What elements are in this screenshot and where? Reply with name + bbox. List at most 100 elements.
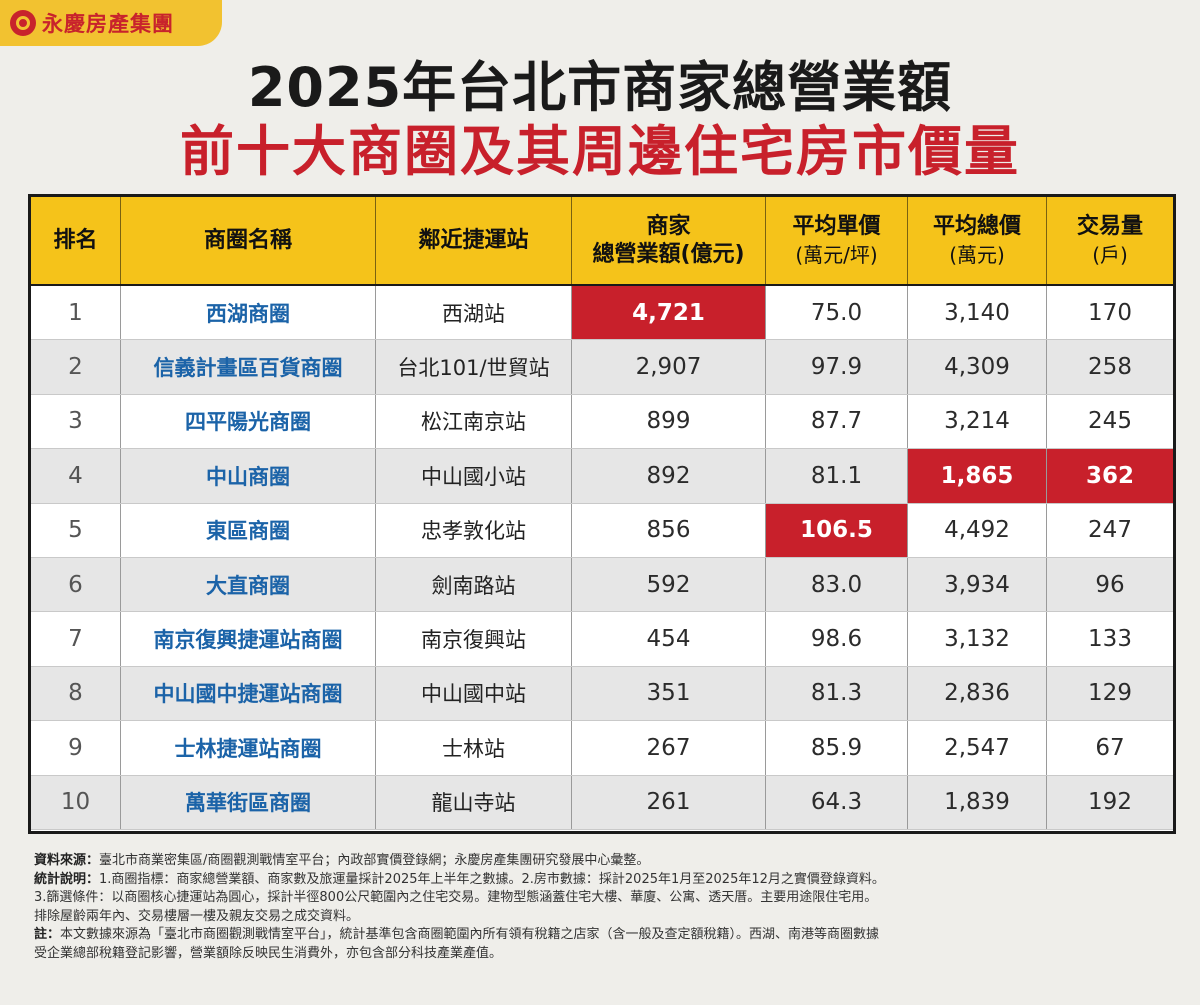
volume-cell: 133: [1088, 626, 1132, 653]
stat-label: 統計說明：: [34, 871, 100, 887]
station-cell: 龍山寺站: [376, 775, 572, 829]
district-name-cell: 士林捷運站商圈: [121, 721, 376, 775]
rank-cell: 7: [31, 612, 121, 666]
revenue-cell: 2,907: [572, 340, 766, 394]
unit-price-cell: 81.3: [766, 666, 908, 721]
revenue-cell: 899: [572, 394, 766, 449]
revenue-cell: 261: [572, 775, 766, 829]
rank-cell: 3: [31, 394, 121, 449]
district-name-cell: 信義計畫區百貨商圈: [121, 340, 376, 394]
district-name-cell: 大直商圈: [121, 558, 376, 612]
revenue-cell: 592: [572, 558, 766, 612]
volume-cell: 245: [1088, 408, 1132, 435]
table-row: 2 信義計畫區百貨商圈 台北101/世貿站 2,907 97.9 4,309 258: [31, 340, 1173, 395]
stat-text: 1.商圈指標：商家總營業額、商家數及旅運量採計2025年上半年之數據。2.房市數…: [99, 871, 885, 887]
table-row: 1 西湖商圈 西湖站 4,721 75.0 3,140 170: [31, 286, 1173, 341]
column-header: 交易量 (戶): [1047, 197, 1173, 284]
volume-cell: 170: [1088, 299, 1132, 326]
unit-price-cell: 83.0: [766, 558, 908, 612]
rank-cell: 4: [31, 449, 121, 503]
table-row: 5 東區商圈 忠孝敦化站 856 106.5 4,492 247: [31, 503, 1173, 558]
column-header-title: 鄰近捷運站: [418, 227, 529, 253]
total-price-cell: 3,132: [908, 612, 1047, 666]
station-cell: 劍南路站: [376, 558, 572, 612]
district-name-cell: 中山國中捷運站商圈: [121, 666, 376, 721]
volume-cell: 362: [1047, 449, 1173, 503]
rank-cell: 6: [31, 558, 121, 612]
volume-cell: 247: [1088, 517, 1132, 544]
table-row: 8 中山國中捷運站商圈 中山國中站 351 81.3 2,836 129: [31, 666, 1173, 722]
volume-cell: 67: [1095, 734, 1125, 761]
column-header: 商圈名稱: [121, 197, 376, 284]
column-header-unit: 總營業額(億元): [592, 241, 745, 267]
table-row: 7 南京復興捷運站商圈 南京復興站 454 98.6 3,132 133: [31, 612, 1173, 667]
unit-price-cell: 64.3: [766, 775, 908, 829]
rank-cell: 10: [31, 775, 121, 829]
logo-icon: [10, 10, 36, 36]
page-title: 2025年台北市商家總營業額: [247, 56, 953, 119]
remark-note-2: 受企業總部稅籍登記影響，營業額除反映民生消費外，亦包含部分科技產業產值。: [34, 945, 503, 961]
unit-price-cell: 85.9: [766, 721, 908, 775]
rank-cell: 2: [31, 340, 121, 394]
volume-cell: 129: [1088, 680, 1132, 707]
unit-price-cell: 87.7: [766, 394, 908, 449]
rank-cell: 8: [31, 666, 121, 721]
footnotes: 資料來源：臺北市商業密集區/商圈觀測戰情室平台；內政部實價登錄網；永慶房產集團研…: [34, 852, 1174, 963]
column-header: 排名: [31, 197, 121, 284]
total-price-cell: 3,214: [908, 394, 1047, 449]
total-price-cell: 4,492: [908, 503, 1047, 557]
revenue-cell: 856: [572, 503, 766, 557]
remark-label: 註：: [34, 927, 61, 942]
page-subtitle: 前十大商圈及其周邊住宅房市價量: [180, 120, 1020, 183]
unit-price-cell: 97.9: [766, 340, 908, 394]
station-cell: 中山國中站: [376, 666, 572, 721]
table-row: 3 四平陽光商圈 松江南京站 899 87.7 3,214 245: [31, 394, 1173, 450]
rank-cell: 9: [31, 721, 121, 775]
column-header-title: 商圈名稱: [203, 227, 292, 253]
district-name-cell: 中山商圈: [121, 449, 376, 503]
column-header: 鄰近捷運站: [376, 197, 572, 284]
station-cell: 台北101/世貿站: [376, 340, 572, 394]
remark-note: 註：本文數據來源為「臺北市商圈觀測戰情室平台」，統計基準包含商圈範圍內所有領有稅…: [34, 926, 1174, 945]
district-name-cell: 萬華街區商圈: [121, 775, 376, 829]
column-header: 商家 總營業額(億元): [572, 197, 766, 284]
station-cell: 西湖站: [376, 286, 572, 340]
column-header-title: 交易量: [1076, 213, 1143, 239]
total-price-cell: 1,865: [908, 449, 1047, 503]
district-name-cell: 西湖商圈: [121, 286, 376, 340]
district-name-cell: 東區商圈: [121, 503, 376, 557]
station-cell: 士林站: [376, 721, 572, 775]
table-row: 9 士林捷運站商圈 士林站 267 85.9 2,547 67: [31, 721, 1173, 776]
total-price-cell: 4,309: [908, 340, 1047, 394]
unit-price-cell: 81.1: [766, 449, 908, 503]
stat-note-3: 排除屋齡兩年內、交易樓層一樓及親友交易之成交資料。: [34, 908, 360, 924]
table-row: 10 萬華街區商圈 龍山寺站 261 64.3 1,839 192: [31, 775, 1173, 830]
stat-note: 統計說明：1.商圈指標：商家總營業額、商家數及旅運量採計2025年上半年之數據。…: [34, 871, 1174, 890]
station-cell: 南京復興站: [376, 612, 572, 666]
revenue-cell: 454: [572, 612, 766, 666]
total-price-cell: 3,934: [908, 558, 1047, 612]
volume-cell: 192: [1088, 789, 1132, 816]
stat-note-2: 3.篩選條件：以商圈核心捷運站為圓心，採計半徑800公尺範圍內之住宅交易。建物型…: [34, 890, 878, 905]
total-price-cell: 3,140: [908, 286, 1047, 340]
station-cell: 松江南京站: [376, 394, 572, 449]
remark-text: 本文數據來源為「臺北市商圈觀測戰情室平台」，統計基準包含商圈範圍內所有領有稅籍之…: [60, 927, 880, 942]
revenue-cell: 4,721: [572, 286, 766, 340]
total-price-cell: 2,547: [908, 721, 1047, 775]
unit-price-cell: 106.5: [766, 503, 908, 557]
station-cell: 中山國小站: [376, 449, 572, 503]
column-header-title: 商家: [646, 213, 691, 239]
unit-price-cell: 75.0: [766, 286, 908, 340]
station-cell: 忠孝敦化站: [376, 503, 572, 557]
column-header-unit: (萬元): [949, 242, 1005, 267]
source-note: 資料來源：臺北市商業密集區/商圈觀測戰情室平台；內政部實價登錄網；永慶房產集團研…: [34, 852, 1174, 871]
total-price-cell: 1,839: [908, 775, 1047, 829]
column-header-unit: (萬元/坪): [795, 242, 878, 267]
ranking-table: 排名 商圈名稱 鄰近捷運站 商家 總營業額(億元) 平均單價 (萬元/坪) 平均總價 (萬元) 交…: [28, 194, 1176, 834]
table-header-row: 排名 商圈名稱 鄰近捷運站 商家 總營業額(億元) 平均單價 (萬元/坪) 平均總價 (萬元) 交…: [31, 197, 1173, 286]
column-header-title: 平均總價: [932, 213, 1021, 239]
volume-cell: 258: [1088, 354, 1132, 381]
column-header: 平均總價 (萬元): [908, 197, 1047, 284]
total-price-cell: 2,836: [908, 666, 1047, 721]
rank-cell: 1: [31, 286, 121, 340]
